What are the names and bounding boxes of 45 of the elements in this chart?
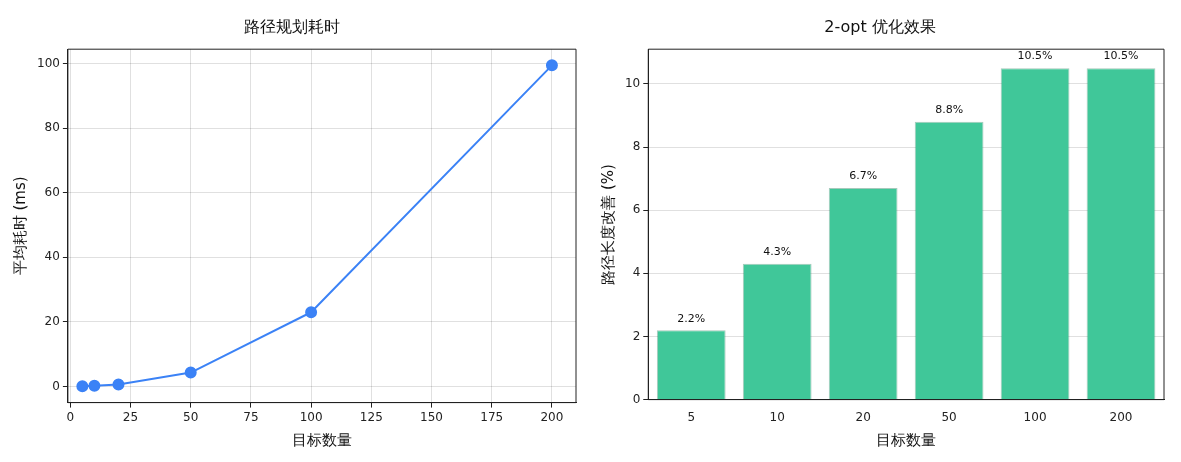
x-tick-label: 100 (299, 409, 323, 424)
data-label: 8.8% (935, 103, 964, 117)
x-tick-label: 20 (855, 409, 871, 424)
point (88, 379, 101, 392)
x-tick-label: 10 (769, 409, 785, 424)
x-tick-label: 200 (1109, 409, 1133, 424)
x-tick-label: 175 (480, 409, 504, 424)
y-tick-label: 20 (44, 314, 60, 329)
y-tick-label: 40 (44, 249, 60, 264)
x-tick-label: 100 (1023, 409, 1047, 424)
x-tick-label: 50 (941, 409, 957, 424)
y-tick-label: 0 (632, 391, 641, 406)
y-tick-label: 8 (632, 139, 641, 154)
y-tick-label: 80 (44, 120, 60, 135)
data-label: 4.3% (763, 245, 792, 259)
point (305, 306, 318, 319)
data-label: 2.2% (677, 311, 706, 325)
point (184, 366, 197, 379)
x-tick-label: 25 (122, 409, 139, 424)
x-tick-label: 50 (183, 409, 199, 424)
point (545, 59, 558, 72)
y-axis-title: 路径长度改善 (%) (598, 164, 617, 285)
y-tick-label: 4 (632, 265, 641, 280)
data-label: 10.5% (1017, 49, 1053, 63)
x-tick-label: 0 (66, 409, 75, 424)
y-tick-label: 2 (632, 328, 641, 343)
y-tick-label: 100 (37, 55, 60, 70)
x-tick-label: 150 (420, 409, 443, 424)
x-axis-title: 目标数量 (876, 430, 937, 449)
y-tick-label: 60 (44, 184, 60, 199)
x-tick-label: 125 (359, 409, 383, 424)
y-axis-title: 平均耗时 (ms) (10, 176, 29, 276)
chart-title: 2-opt 优化效果 (824, 16, 936, 36)
x-tick-label: 75 (243, 409, 259, 424)
y-tick-label: 6 (632, 202, 641, 217)
x-axis-title: 目标数量 (291, 430, 352, 449)
chart-title: 路径规划耗时 (244, 16, 340, 36)
y-tick-label: 10 (624, 76, 641, 91)
y-tick-label: 0 (52, 378, 60, 393)
x-tick-label: 5 (687, 409, 696, 424)
data-label: 10.5% (1103, 49, 1139, 63)
x-tick-label: 200 (540, 409, 564, 424)
point (112, 378, 125, 391)
data-label: 6.7% (849, 169, 878, 183)
point (76, 380, 89, 393)
